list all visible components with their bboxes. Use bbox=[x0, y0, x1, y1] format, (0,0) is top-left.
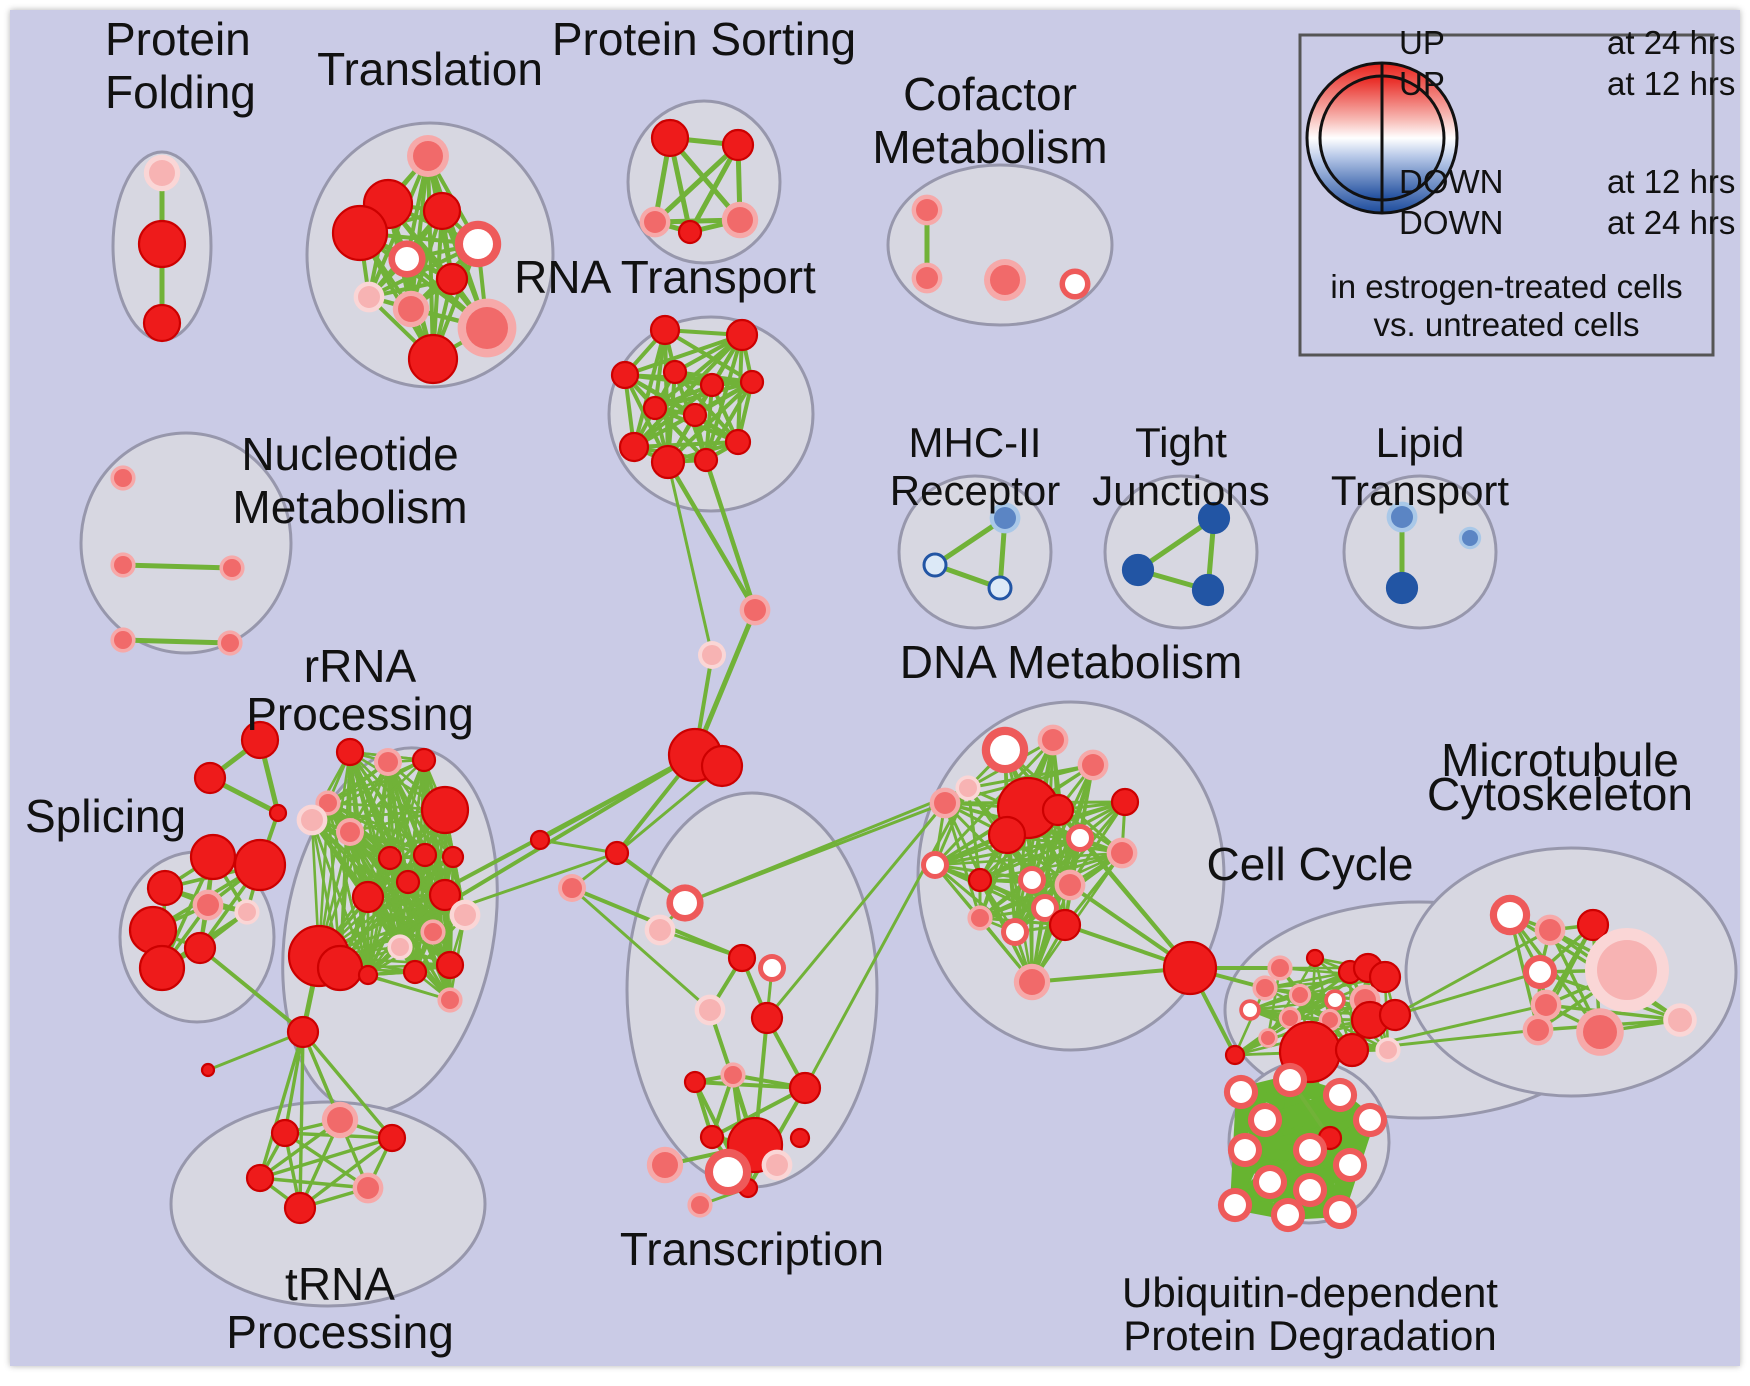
svg-text:DNA Metabolism: DNA Metabolism bbox=[900, 636, 1243, 688]
svg-text:Protein Degradation: Protein Degradation bbox=[1123, 1312, 1497, 1359]
svg-text:RNA Transport: RNA Transport bbox=[514, 251, 816, 303]
svg-text:vs. untreated cells: vs. untreated cells bbox=[1374, 306, 1640, 343]
svg-text:at 24 hrs: at 24 hrs bbox=[1607, 204, 1735, 241]
svg-text:tRNA: tRNA bbox=[285, 1258, 395, 1310]
svg-text:Lipid: Lipid bbox=[1376, 419, 1465, 466]
svg-text:MHC-II: MHC-II bbox=[909, 419, 1042, 466]
svg-text:Translation: Translation bbox=[317, 43, 543, 95]
svg-text:UP: UP bbox=[1399, 65, 1445, 102]
svg-text:Transcription: Transcription bbox=[620, 1223, 884, 1275]
svg-text:at 12 hrs: at 12 hrs bbox=[1607, 163, 1735, 200]
svg-text:Splicing: Splicing bbox=[25, 790, 186, 842]
svg-text:Cell Cycle: Cell Cycle bbox=[1206, 838, 1413, 890]
svg-text:at 12 hrs: at 12 hrs bbox=[1607, 65, 1735, 102]
svg-text:Receptor: Receptor bbox=[890, 467, 1060, 514]
svg-text:Tight: Tight bbox=[1135, 419, 1227, 466]
svg-text:Processing: Processing bbox=[246, 688, 474, 740]
svg-text:Folding: Folding bbox=[105, 66, 256, 118]
svg-text:rRNA: rRNA bbox=[304, 640, 417, 692]
svg-text:Junctions: Junctions bbox=[1092, 467, 1269, 514]
svg-text:at 24 hrs: at 24 hrs bbox=[1607, 24, 1735, 61]
svg-text:Protein Sorting: Protein Sorting bbox=[552, 13, 856, 65]
svg-text:Processing: Processing bbox=[226, 1306, 454, 1358]
svg-text:Transport: Transport bbox=[1331, 467, 1510, 514]
svg-text:Nucleotide: Nucleotide bbox=[241, 428, 458, 480]
svg-text:Cytoskeleton: Cytoskeleton bbox=[1427, 768, 1693, 820]
svg-text:DOWN: DOWN bbox=[1399, 204, 1503, 241]
svg-text:Metabolism: Metabolism bbox=[872, 121, 1107, 173]
svg-text:Ubiquitin-dependent: Ubiquitin-dependent bbox=[1122, 1269, 1498, 1316]
svg-text:DOWN: DOWN bbox=[1399, 163, 1503, 200]
svg-text:Metabolism: Metabolism bbox=[232, 481, 467, 533]
svg-text:in estrogen-treated cells: in estrogen-treated cells bbox=[1330, 268, 1682, 305]
svg-text:UP: UP bbox=[1399, 24, 1445, 61]
svg-text:Protein: Protein bbox=[105, 13, 251, 65]
svg-text:Cofactor: Cofactor bbox=[903, 68, 1077, 120]
